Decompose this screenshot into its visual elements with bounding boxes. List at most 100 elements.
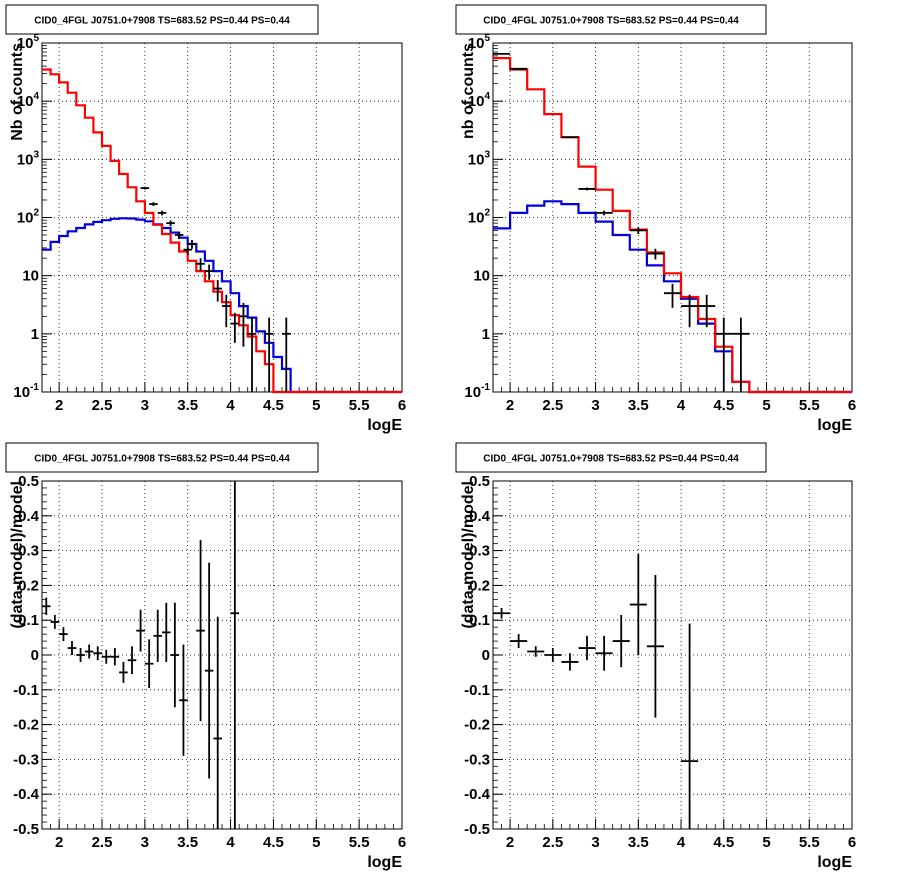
x-tick-label: 3: [141, 397, 149, 414]
data-point: [213, 280, 222, 302]
y-tick-label: 103: [468, 149, 491, 168]
y-tick-label: -0.2: [464, 717, 490, 734]
data-point: [93, 646, 102, 661]
data-point: [144, 639, 154, 689]
data-point: [247, 317, 257, 392]
data-point: [578, 187, 596, 191]
data-point: [140, 186, 150, 190]
total-model-histogram: [493, 57, 852, 394]
x-tick-label: 4.5: [713, 834, 734, 851]
data-point: [119, 661, 128, 683]
data-point: [42, 597, 51, 615]
data-point: [230, 312, 240, 343]
x-tick-label: 5: [762, 397, 770, 414]
chart-title: CID0_4FGL J0751.0+7908 TS=683.52 PS=0.44…: [483, 16, 739, 27]
data-point: [204, 264, 214, 280]
chart-panel-1: 2 2.5 3 3.5 4 4.5 5 5.5 6 10-1 1 10 102 103 104 105 logE…: [5, 4, 406, 434]
data-point: [153, 609, 162, 662]
y-tick-label: 105: [17, 33, 40, 52]
data-point: [595, 635, 613, 671]
data-point: [110, 648, 120, 666]
data-point: [629, 554, 647, 655]
y-axis-label: (data-model)/model: [9, 481, 26, 629]
x-tick-label: 3.5: [177, 834, 198, 851]
data-point: [282, 317, 291, 392]
chart-title: CID0_4FGL J0751.0+7908 TS=683.52 PS=0.44…: [34, 454, 290, 465]
data-point: [646, 248, 664, 260]
x-tick-label: 3.5: [628, 834, 649, 851]
x-tick-label: 4: [226, 397, 235, 414]
data-point: [732, 317, 750, 392]
y-tick-label: -0.3: [464, 751, 490, 768]
y-tick-label: 102: [468, 208, 491, 227]
x-tick-label: 6: [848, 834, 856, 851]
y-tick-label: -0.4: [464, 786, 491, 803]
data-point: [493, 608, 511, 619]
x-axis-label: logE: [367, 417, 402, 434]
x-axis-label: logE: [817, 417, 852, 434]
data-point: [578, 635, 596, 661]
y-tick-label: -0.4: [13, 786, 40, 803]
y-tick-label: 10-1: [13, 382, 39, 401]
y-tick-label: -0.5: [464, 821, 490, 838]
data-point: [76, 648, 85, 662]
x-tick-label: 3: [591, 834, 599, 851]
x-axis-label: logE: [817, 854, 852, 871]
x-tick-label: 4.5: [263, 834, 284, 851]
data-point: [102, 649, 111, 664]
x-tick-label: 2: [55, 397, 63, 414]
y-tick-label: 0.3: [469, 543, 490, 560]
chart-panel-3: 2 2.5 3 3.5 4 4.5 5 5.5 6 -0.5 -0.4 -0.3 -0.2 -0.1 0 0.…: [5, 442, 406, 871]
title-box: [455, 442, 767, 473]
data-point: [204, 562, 214, 779]
data-point: [561, 136, 579, 139]
y-tick-label: 1: [482, 326, 490, 343]
data-point: [179, 644, 188, 756]
x-tick-label: 6: [398, 397, 406, 414]
y-tick-label: 0.5: [18, 473, 39, 490]
x-tick-label: 2: [506, 834, 514, 851]
title-box: [5, 4, 319, 35]
y-tick-label: 0: [31, 647, 39, 664]
data-point: [544, 648, 562, 662]
y-axis-label: Nb of counts: [9, 43, 26, 141]
y-tick-label: 103: [17, 149, 40, 168]
x-tick-label: 3.5: [177, 397, 198, 414]
data-point: [230, 481, 240, 829]
y-tick-label: 10-1: [464, 382, 490, 401]
data-point: [136, 609, 145, 652]
y-axis-label: (data-model)/model: [460, 481, 477, 629]
x-tick-label: 5.5: [799, 834, 820, 851]
x-tick-label: 2.5: [542, 834, 563, 851]
y-tick-label: -0.1: [13, 682, 39, 699]
x-tick-label: 6: [848, 397, 856, 414]
y-tick-label: -0.2: [13, 717, 39, 734]
data-point: [59, 627, 68, 642]
x-tick-label: 2.5: [92, 397, 113, 414]
y-tick-label: -0.1: [464, 682, 490, 699]
data-point: [213, 616, 222, 829]
data-point: [149, 202, 158, 207]
x-tick-label: 3.5: [628, 397, 649, 414]
data-point: [595, 210, 613, 216]
data-point: [681, 623, 699, 829]
y-tick-label: 0.1: [18, 612, 39, 629]
x-tick-label: 3: [141, 834, 149, 851]
y-tick-label: 0.2: [18, 577, 39, 594]
data-point: [174, 231, 184, 239]
title-box: [5, 442, 319, 473]
data-point: [715, 317, 733, 392]
data-point: [629, 227, 647, 235]
data-point: [196, 540, 205, 722]
x-tick-label: 5: [312, 397, 320, 414]
title-box: [455, 4, 767, 35]
data-point: [183, 245, 192, 255]
data-point: [170, 602, 180, 708]
chart-title: CID0_4FGL J0751.0+7908 TS=683.52 PS=0.44…: [34, 16, 290, 27]
y-tick-label: 1: [31, 326, 39, 343]
y-tick-label: 0.2: [469, 577, 490, 594]
x-tick-label: 2.5: [92, 834, 113, 851]
y-tick-label: 104: [468, 91, 491, 110]
chart-panel-2: 2 2.5 3 3.5 4 4.5 5 5.5 6 10-1 1 10 102 103 104 105 logE…: [455, 4, 856, 434]
x-tick-label: 4: [677, 834, 686, 851]
